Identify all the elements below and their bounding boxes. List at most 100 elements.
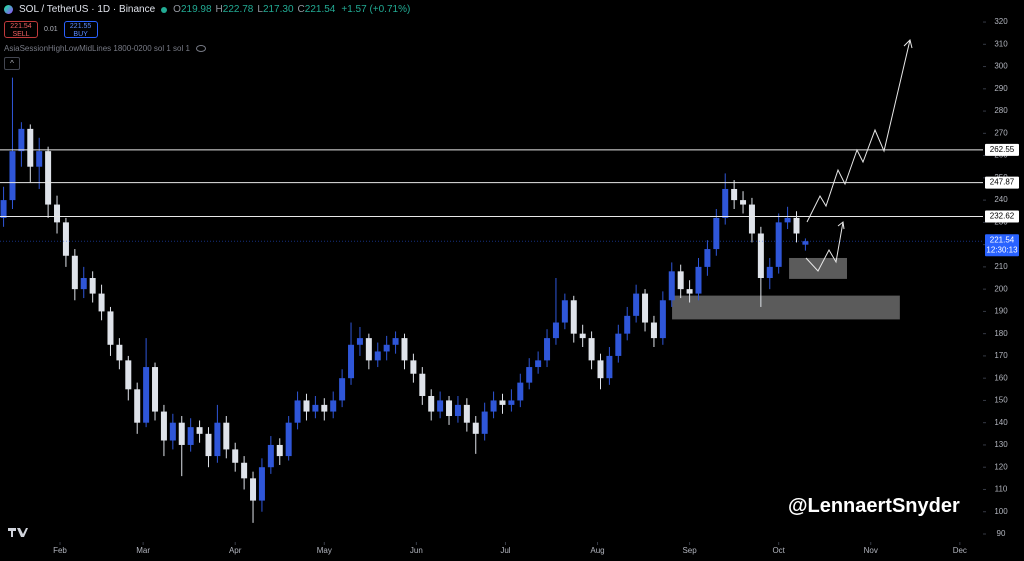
x-tick-label: Feb <box>53 546 67 555</box>
symbol: SOL / TetherUS · 1D · Binance <box>19 4 156 15</box>
ohlc-value: 217.30 <box>262 4 294 15</box>
candle-body <box>303 400 310 412</box>
candle-body <box>276 444 283 457</box>
x-tick-label: Jul <box>500 546 510 555</box>
candle-body <box>71 255 78 290</box>
zone <box>789 257 847 279</box>
candle-body <box>517 382 524 401</box>
candle-body <box>695 266 702 294</box>
candle-body <box>134 389 141 423</box>
candle-body <box>356 338 363 345</box>
price-axis <box>983 0 1024 561</box>
y-tick-label: 180 <box>994 329 1008 338</box>
indicator: AsiaSessionHighLowMidLines 1800-0200 sol… <box>4 44 190 53</box>
y-tick-label: 110 <box>995 485 1008 494</box>
y-tick-label: 90 <box>997 529 1006 538</box>
sell-button[interactable]: 221.54 SELL <box>4 20 38 38</box>
x-tick-label: Dec <box>953 546 967 555</box>
ohlc-value: 219.98 <box>180 4 212 15</box>
y-tick-label: 240 <box>994 195 1008 204</box>
candle-body <box>250 478 257 501</box>
eye-icon[interactable] <box>195 45 206 52</box>
zone <box>672 295 900 320</box>
arrow-path <box>806 39 911 223</box>
x-tick-label: Nov <box>864 546 878 555</box>
candle-body <box>312 404 319 412</box>
header: SOL / TetherUS · 1D · Binance O 219.98 H 22… <box>4 3 410 70</box>
candle-body <box>481 411 488 434</box>
y-tick-label: 310 <box>994 39 1008 48</box>
candle-body <box>446 400 453 417</box>
candle-body <box>793 217 800 234</box>
candle-body <box>267 444 274 468</box>
candle-body <box>802 241 809 245</box>
candle-body <box>499 400 506 405</box>
last-price-bg <box>985 234 1019 257</box>
candle-body <box>98 293 105 312</box>
candle-body <box>784 217 791 223</box>
level-label: 247.87 <box>990 178 1015 187</box>
status-dot <box>161 6 168 13</box>
countdown: 12:30:13 <box>986 245 1018 254</box>
candle-body <box>757 233 764 279</box>
arrow-head <box>837 221 845 230</box>
spread: 0.01 <box>44 25 58 33</box>
candle-body <box>740 200 747 205</box>
candle-body <box>392 338 399 345</box>
y-tick-label: 210 <box>994 262 1008 271</box>
candle-body <box>570 300 577 334</box>
candle-body <box>321 404 328 412</box>
candle-body <box>116 344 123 361</box>
ohlc-value: 222.78 <box>222 4 254 15</box>
x-tick-label: Apr <box>229 546 242 555</box>
candle-body <box>775 222 782 267</box>
logo <box>8 528 28 537</box>
candle-body <box>463 404 470 423</box>
candle-body <box>401 338 408 361</box>
candle-body <box>0 200 7 218</box>
candle-body <box>143 367 150 423</box>
candle-body <box>419 373 426 396</box>
x-tick-label: Oct <box>772 546 785 555</box>
candle-body <box>561 300 568 323</box>
candle-body <box>80 278 87 290</box>
y-tick-label: 120 <box>994 462 1008 471</box>
candle-body <box>722 188 729 218</box>
candle-body <box>428 395 435 412</box>
candle-body <box>223 422 230 450</box>
candle-body <box>544 338 551 361</box>
y-tick-label: 130 <box>994 440 1008 449</box>
indicator-row: AsiaSessionHighLowMidLines 1800-0200 sol… <box>4 42 410 55</box>
candle-body <box>615 333 622 356</box>
candle-body <box>713 217 720 250</box>
buy-price: 221.55 <box>69 22 92 30</box>
y-tick-label: 150 <box>994 396 1008 405</box>
candle-body <box>374 351 381 361</box>
candle-body <box>232 449 239 463</box>
level-label-bg <box>985 210 1019 223</box>
projection-arrows <box>805 39 913 272</box>
candle-body <box>437 400 444 412</box>
candle-body <box>472 422 479 434</box>
candle-body <box>214 422 221 457</box>
arrow-path <box>805 221 844 272</box>
candle-body <box>383 344 390 352</box>
candle-body <box>650 322 657 339</box>
collapse-button[interactable]: ^ <box>4 57 20 70</box>
candle-body <box>107 311 114 345</box>
candle-body <box>677 271 684 290</box>
candle-body <box>686 289 693 294</box>
change: +1.57 (+0.71%) <box>341 4 411 15</box>
candle-body <box>196 427 203 434</box>
sell-price: 221.54 <box>10 22 32 30</box>
y-tick-label: 190 <box>994 307 1008 316</box>
buy-button[interactable]: 221.55 BUY <box>63 20 98 38</box>
candle-body <box>27 128 34 167</box>
y-tick-label: 140 <box>994 418 1008 427</box>
candle-body <box>579 333 586 339</box>
candle-body <box>9 151 16 201</box>
level-label-bg <box>985 176 1019 189</box>
ohlc-key: H <box>215 4 223 15</box>
